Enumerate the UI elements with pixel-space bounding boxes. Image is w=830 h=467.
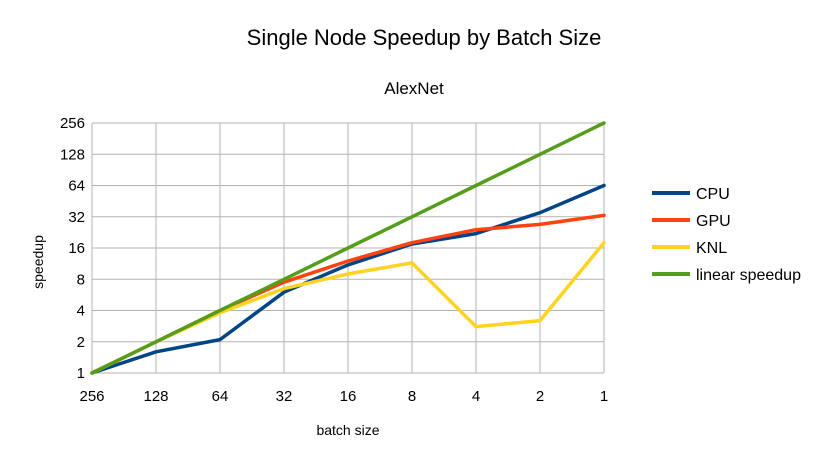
series-line-cpu	[90, 183, 606, 375]
y-tick-label: 32	[68, 209, 85, 226]
series-line-linear-speedup	[90, 121, 606, 375]
x-axis-label: batch size	[316, 422, 379, 438]
legend: CPU GPU KNL linear speedup	[652, 186, 801, 284]
legend-label-linear-speedup: linear speedup	[696, 267, 801, 284]
x-tick-label: 64	[212, 388, 229, 405]
x-tick-label: 4	[472, 388, 480, 405]
chart-subtitle: AlexNet	[384, 79, 444, 98]
y-tick-label: 256	[60, 115, 85, 132]
x-tick-label: 16	[340, 388, 357, 405]
series-lines	[90, 121, 606, 375]
y-tick-label: 16	[68, 240, 85, 257]
y-tick-label: 2	[77, 334, 85, 351]
y-tick-label: 1	[77, 365, 85, 382]
x-tick-label: 1	[600, 388, 608, 405]
legend-label-cpu: CPU	[696, 186, 730, 203]
y-tick-label: 4	[77, 303, 85, 320]
legend-label-knl: KNL	[696, 240, 727, 257]
x-tick-labels: 256 128 64 32 16 8 4 2 1	[79, 388, 608, 405]
x-tick-label: 2	[536, 388, 544, 405]
x-tick-label: 32	[276, 388, 293, 405]
x-tick-label: 128	[143, 388, 168, 405]
x-tick-label: 8	[408, 388, 416, 405]
x-tick-label: 256	[79, 388, 104, 405]
y-tick-labels: 1 2 4 8 16 32 64 128 256	[60, 115, 85, 382]
y-tick-label: 64	[68, 178, 85, 195]
y-tick-label: 128	[60, 146, 85, 163]
y-axis-label: speedup	[30, 235, 46, 289]
legend-label-gpu: GPU	[696, 213, 731, 230]
chart-title: Single Node Speedup by Batch Size	[247, 25, 602, 50]
y-tick-label: 8	[77, 271, 85, 288]
